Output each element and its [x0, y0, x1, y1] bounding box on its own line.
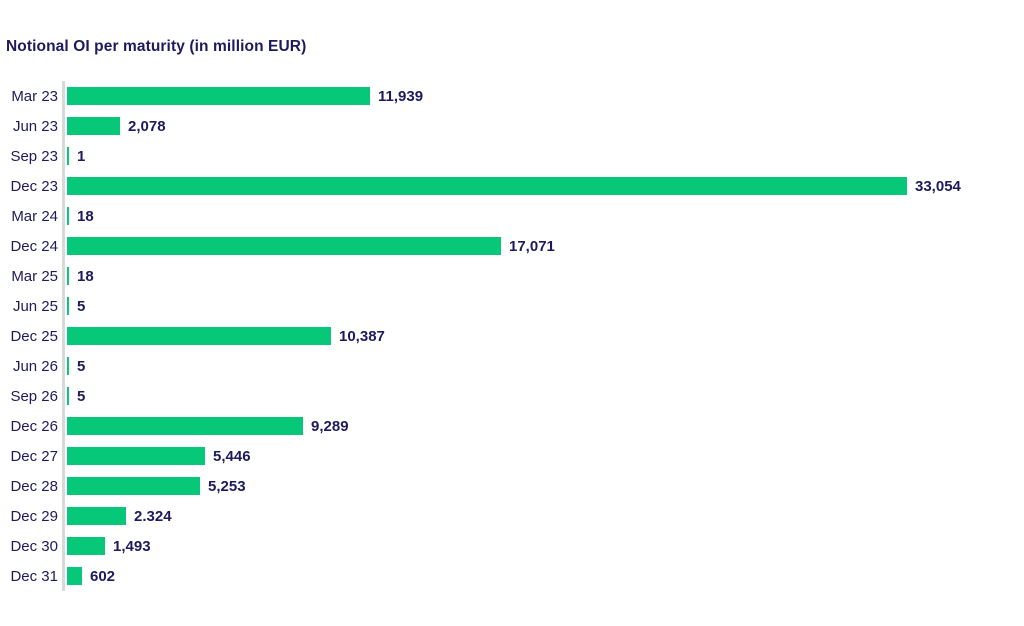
- value-label: 5,446: [213, 447, 251, 465]
- chart-row: Dec 28 5,253: [0, 471, 1024, 501]
- category-label: Jun 26: [12, 357, 58, 375]
- value-label: 602: [90, 567, 116, 585]
- category-label: Dec 25: [10, 327, 58, 345]
- bar: [67, 117, 120, 135]
- category-label: Dec 30: [10, 537, 58, 555]
- category-label: Dec 23: [10, 177, 58, 195]
- category-label: Dec 24: [10, 237, 58, 255]
- category-label: Dec 31: [10, 567, 58, 585]
- value-label: 5,253: [208, 477, 246, 495]
- bar: [67, 327, 331, 345]
- bar-area: 2.324: [67, 507, 1024, 525]
- value-label: 17,071: [509, 237, 555, 255]
- bar: [67, 237, 501, 255]
- value-label: 1: [77, 147, 86, 165]
- category-label: Dec 26: [10, 417, 58, 435]
- value-label: 1,493: [113, 537, 151, 555]
- bar-area: 2,078: [67, 117, 1024, 135]
- category-label: Dec 28: [10, 477, 58, 495]
- value-label: 33,054: [915, 177, 961, 195]
- category-label: Mar 24: [11, 207, 58, 225]
- bar: [67, 507, 126, 525]
- chart-row: Jun 25 5: [0, 291, 1024, 321]
- value-label: 11,939: [378, 87, 424, 105]
- bar: [67, 417, 303, 435]
- chart-row: Dec 24 17,071: [0, 231, 1024, 261]
- chart-row: Mar 24 18: [0, 201, 1024, 231]
- value-label: 18: [77, 207, 94, 225]
- y-axis-line: [62, 81, 65, 591]
- bar: [67, 267, 69, 285]
- category-label: Mar 25: [11, 267, 58, 285]
- chart-row: Dec 25 10,387: [0, 321, 1024, 351]
- bar-area: 1: [67, 147, 1024, 165]
- bar: [67, 477, 200, 495]
- bar-area: 602: [67, 567, 1024, 585]
- bar-area: 1,493: [67, 537, 1024, 555]
- chart-row: Dec 30 1,493: [0, 531, 1024, 561]
- bar-area: 5,446: [67, 447, 1024, 465]
- value-label: 10,387: [339, 327, 385, 345]
- category-label: Jun 23: [12, 117, 58, 135]
- bar-area: 18: [67, 267, 1024, 285]
- bar: [67, 387, 69, 405]
- chart-row: Jun 26 5: [0, 351, 1024, 381]
- bar-area: 33,054: [67, 177, 1024, 195]
- value-label: 5: [77, 357, 86, 375]
- chart-row: Dec 26 9,289: [0, 411, 1024, 441]
- bar-area: 11,939: [67, 87, 1024, 105]
- bar-area: 5: [67, 297, 1024, 315]
- category-label: Dec 29: [10, 507, 58, 525]
- category-label: Sep 26: [10, 387, 58, 405]
- category-label: Sep 23: [10, 147, 58, 165]
- bar-area: 5: [67, 387, 1024, 405]
- value-label: 5: [77, 297, 86, 315]
- bar: [67, 447, 205, 465]
- bar-area: 9,289: [67, 417, 1024, 435]
- category-label: Dec 27: [10, 447, 58, 465]
- bar: [67, 537, 105, 555]
- bar-area: 10,387: [67, 327, 1024, 345]
- bar: [67, 207, 69, 225]
- bar: [67, 87, 370, 105]
- chart-title: Notional OI per maturity (in million EUR…: [6, 38, 307, 55]
- bar-area: 5,253: [67, 477, 1024, 495]
- bar-area: 18: [67, 207, 1024, 225]
- chart-row: Mar 25 18: [0, 261, 1024, 291]
- bar-rows: Mar 23 11,939 Jun 23 2,078 Sep 23 1 Dec …: [0, 81, 1024, 591]
- chart-row: Sep 26 5: [0, 381, 1024, 411]
- chart-row: Sep 23 1: [0, 141, 1024, 171]
- value-label: 2.324: [134, 507, 172, 525]
- value-label: 2,078: [128, 117, 166, 135]
- value-label: 5: [77, 387, 86, 405]
- chart-row: Dec 29 2.324: [0, 501, 1024, 531]
- bar: [67, 147, 69, 165]
- bar: [67, 177, 907, 195]
- bar-area: 5: [67, 357, 1024, 375]
- chart-row: Jun 23 2,078: [0, 111, 1024, 141]
- plot-area: Mar 23 11,939 Jun 23 2,078 Sep 23 1 Dec …: [0, 81, 1024, 591]
- bar: [67, 357, 69, 375]
- chart-row: Dec 23 33,054: [0, 171, 1024, 201]
- category-label: Mar 23: [11, 87, 58, 105]
- bar: [67, 567, 82, 585]
- bar-area: 17,071: [67, 237, 1024, 255]
- category-label: Jun 25: [12, 297, 58, 315]
- chart-row: Dec 27 5,446: [0, 441, 1024, 471]
- chart-row: Dec 31 602: [0, 561, 1024, 591]
- bar: [67, 297, 69, 315]
- value-label: 9,289: [311, 417, 349, 435]
- chart-row: Mar 23 11,939: [0, 81, 1024, 111]
- value-label: 18: [77, 267, 94, 285]
